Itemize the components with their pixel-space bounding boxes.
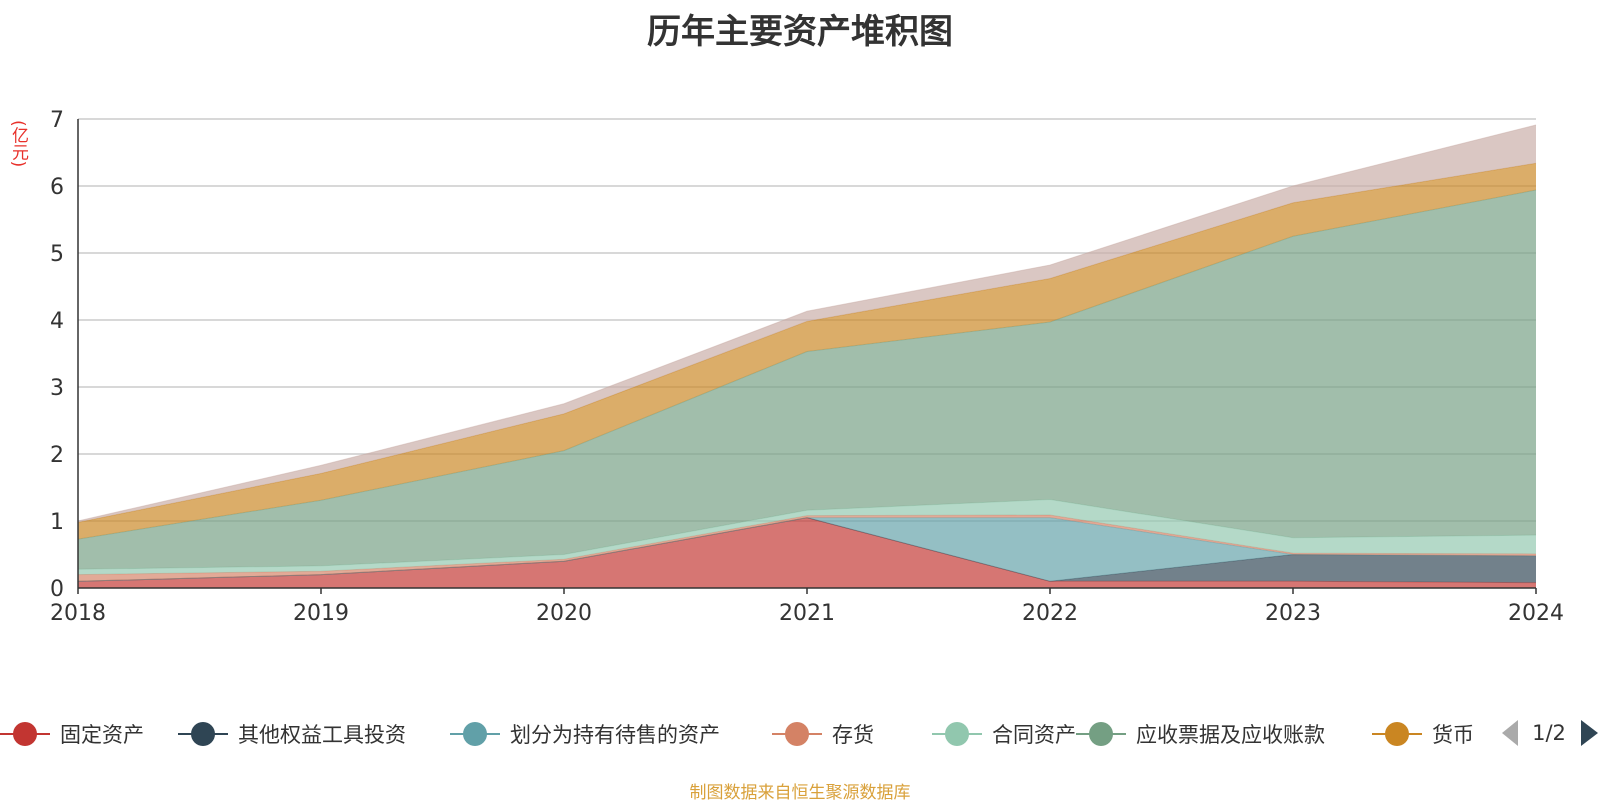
x-tick-label: 2020 [536, 601, 592, 626]
y-tick-label: 0 [50, 577, 64, 602]
area-series-1 [78, 517, 1536, 583]
area-series-2 [78, 517, 1536, 582]
y-tick-label: 4 [50, 309, 64, 334]
legend-item[interactable]: 存货 [772, 722, 874, 747]
x-tick-labels: 2018 2019 2020 2021 2022 2023 2024 [50, 588, 1564, 626]
legend-label: 应收票据及应收账款 [1136, 723, 1325, 747]
legend-item[interactable]: 其他权益工具投资 [178, 722, 406, 747]
legend-label: 划分为持有待售的资产 [510, 723, 720, 747]
legend-label: 其他权益工具投资 [238, 723, 406, 747]
y-tick-label: 5 [50, 242, 64, 267]
y-tick-label: 1 [50, 510, 64, 535]
legend-item[interactable]: 固定资产 [0, 722, 144, 747]
area-series-7 [78, 125, 1536, 523]
area-series-0 [78, 517, 1536, 588]
y-tick-label: 3 [50, 376, 64, 401]
area-series-3 [78, 514, 1536, 582]
area-series-line-7 [77, 124, 1537, 522]
area-series-4 [78, 499, 1536, 575]
x-tick-label: 2021 [779, 601, 835, 626]
y-tick-label: 2 [50, 443, 64, 468]
legend-marker-circle [191, 722, 215, 746]
legend-page-indicator: 1/2 [1532, 721, 1566, 745]
x-tick-label: 2024 [1508, 601, 1564, 626]
y-tick-label: 7 [50, 108, 64, 133]
legend-label: 固定资产 [60, 723, 144, 747]
legend-marker-circle [1089, 722, 1113, 746]
legend-label: 货币 [1432, 723, 1474, 747]
x-tick-label: 2019 [293, 601, 349, 626]
y-axis-unit-label: (亿元) [8, 120, 28, 168]
legend-item[interactable]: 货币 [1372, 722, 1474, 747]
legend-marker-circle [13, 722, 37, 746]
legend-prev-icon[interactable] [1502, 720, 1518, 746]
legend-item[interactable]: 划分为持有待售的资产 [450, 722, 720, 747]
area-series-layer [77, 124, 1537, 588]
legend-marker-circle [1385, 722, 1409, 746]
legend-label: 合同资产 [992, 723, 1076, 747]
legend-marker-circle [785, 722, 809, 746]
x-tick-label: 2018 [50, 601, 106, 626]
source-note: 制图数据来自恒生聚源数据库 [689, 783, 911, 803]
y-tick-label: 6 [50, 175, 64, 200]
legend-item[interactable]: 合同资产 [932, 722, 1076, 747]
chart-title: 历年主要资产堆积图 [647, 12, 953, 52]
legend-next-icon[interactable] [1581, 720, 1598, 746]
legend-pager[interactable]: 1/2 [1502, 720, 1598, 746]
stacked-area-chart: 0 1 2 3 4 5 6 7 2018 2019 2020 2021 2022 2023 2024 固定… [0, 108, 1598, 747]
legend-marker-circle [463, 722, 487, 746]
x-tick-label: 2023 [1265, 601, 1321, 626]
legend-label: 存货 [832, 723, 874, 747]
legend[interactable]: 固定资产 其他权益工具投资 划分为持有待售的资产 存货 合同资产 应收票据及应收账款 货币 [0, 722, 1474, 747]
legend-item[interactable]: 应收票据及应收账款 [1076, 722, 1325, 747]
y-tick-labels: 0 1 2 3 4 5 6 7 [50, 108, 64, 602]
legend-marker-circle [945, 722, 969, 746]
x-tick-label: 2022 [1022, 601, 1078, 626]
area-series-6 [78, 163, 1536, 540]
area-series-5 [78, 190, 1536, 570]
